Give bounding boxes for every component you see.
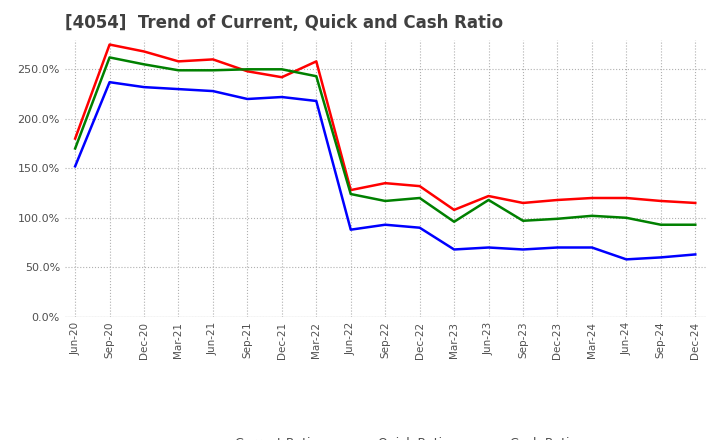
Line: Cash Ratio: Cash Ratio [75, 82, 696, 259]
Quick Ratio [415, 195, 424, 201]
Current Ratio [209, 57, 217, 62]
Cash Ratio [209, 88, 217, 94]
Cash Ratio [243, 96, 252, 102]
Current Ratio [450, 207, 459, 213]
Current Ratio [485, 193, 493, 198]
Current Ratio [691, 200, 700, 205]
Cash Ratio [518, 247, 527, 252]
Cash Ratio [381, 222, 390, 227]
Quick Ratio [381, 198, 390, 204]
Cash Ratio [105, 80, 114, 85]
Cash Ratio [450, 247, 459, 252]
Line: Current Ratio: Current Ratio [75, 44, 696, 210]
Current Ratio [553, 197, 562, 202]
Legend: Current Ratio, Quick Ratio, Cash Ratio: Current Ratio, Quick Ratio, Cash Ratio [189, 432, 582, 440]
Current Ratio [657, 198, 665, 204]
Cash Ratio [485, 245, 493, 250]
Cash Ratio [553, 245, 562, 250]
Quick Ratio [346, 191, 355, 197]
Line: Quick Ratio: Quick Ratio [75, 57, 696, 225]
Quick Ratio [209, 68, 217, 73]
Current Ratio [312, 59, 320, 64]
Cash Ratio [691, 252, 700, 257]
Quick Ratio [277, 66, 286, 72]
Text: [4054]  Trend of Current, Quick and Cash Ratio: [4054] Trend of Current, Quick and Cash … [65, 15, 503, 33]
Cash Ratio [312, 98, 320, 103]
Current Ratio [71, 136, 79, 141]
Cash Ratio [588, 245, 596, 250]
Quick Ratio [71, 146, 79, 151]
Current Ratio [174, 59, 183, 64]
Quick Ratio [485, 197, 493, 202]
Quick Ratio [588, 213, 596, 218]
Current Ratio [622, 195, 631, 201]
Cash Ratio [71, 164, 79, 169]
Cash Ratio [657, 255, 665, 260]
Current Ratio [415, 183, 424, 189]
Current Ratio [277, 74, 286, 80]
Current Ratio [105, 42, 114, 47]
Quick Ratio [140, 62, 148, 67]
Cash Ratio [140, 84, 148, 90]
Cash Ratio [415, 225, 424, 231]
Cash Ratio [622, 257, 631, 262]
Cash Ratio [174, 86, 183, 92]
Cash Ratio [277, 94, 286, 99]
Cash Ratio [346, 227, 355, 232]
Quick Ratio [105, 55, 114, 60]
Quick Ratio [622, 215, 631, 220]
Quick Ratio [518, 218, 527, 224]
Quick Ratio [450, 219, 459, 224]
Current Ratio [518, 200, 527, 205]
Current Ratio [588, 195, 596, 201]
Quick Ratio [691, 222, 700, 227]
Quick Ratio [243, 66, 252, 72]
Quick Ratio [312, 73, 320, 79]
Current Ratio [243, 69, 252, 74]
Quick Ratio [174, 68, 183, 73]
Current Ratio [381, 180, 390, 186]
Quick Ratio [553, 216, 562, 221]
Current Ratio [140, 49, 148, 54]
Quick Ratio [657, 222, 665, 227]
Current Ratio [346, 187, 355, 193]
